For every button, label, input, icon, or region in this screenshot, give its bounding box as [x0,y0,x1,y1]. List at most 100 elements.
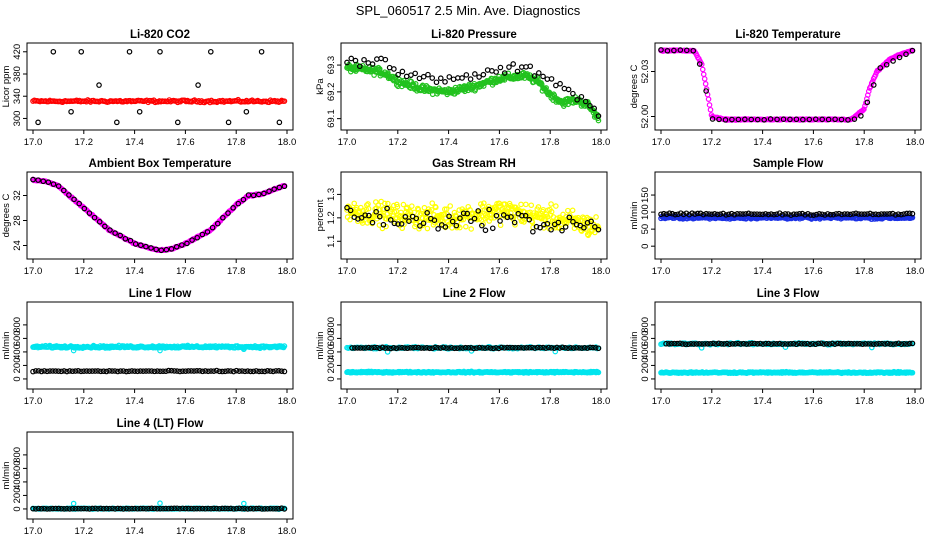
series-black-point [446,345,452,351]
series-black-point [418,345,425,351]
series-black-point [787,116,793,123]
series-black-point [530,228,536,235]
series-black-point [827,211,834,218]
series-black-point [700,211,707,218]
series-black-point [893,341,899,347]
panel-title: Line 3 Flow [757,288,820,300]
x-tick-label: 17.4 [125,396,144,407]
series-black-point [460,345,466,351]
y-tick-label: 420 [12,44,23,60]
series-magenta-point [865,88,872,95]
series-black-point [230,368,237,375]
series-black-point [859,341,866,347]
x-tick-label: 17.4 [125,266,144,277]
series-black-point [587,102,593,109]
y-tick-label: 300 [12,111,23,127]
series-black-point [807,212,814,218]
series-black-point [823,340,830,347]
series-black-point [253,505,260,512]
series-black-point [109,368,115,374]
series-black-point [55,505,62,512]
series-black-point [165,367,172,374]
series-black-point [61,506,67,512]
series-black-point [273,505,279,512]
data-points [344,343,602,376]
panel-1: Li-820 CO2 17.0 17.2 17.4 17.6 17.8 18.0 300 340… [1,29,296,148]
series-black-point [35,119,41,126]
series-black-point [173,244,180,250]
series-black-point [126,505,132,512]
series-black-point [347,207,354,214]
series-black-point [793,211,800,218]
series-black-point [250,192,257,199]
series-black-point [148,245,154,251]
series-black-point [837,340,844,347]
series-black-point [557,80,563,87]
series-black-point [898,211,904,218]
series-black-point [174,505,180,512]
series-black-point [395,71,401,78]
series-black-point [785,211,791,217]
x-tick-label: 17.8 [227,396,246,407]
series-black-point [591,105,597,112]
series-black-point [754,116,761,123]
series-black-point [748,211,755,217]
series-cyan-point [157,500,163,507]
series-black-point [855,211,862,217]
series-black-point [743,341,750,347]
series-black-point [554,344,560,351]
series-yellow-point [447,203,454,209]
series-yellow-point [385,200,391,207]
series-black-point [735,340,741,347]
series-black-point [143,368,149,374]
series-black-point [843,341,849,347]
series-black-point [250,506,257,512]
series-black-point [256,191,262,198]
x-tick-label: 17.8 [855,396,874,407]
series-black-point [86,506,93,512]
data-points [658,339,916,377]
series-cyan-point [241,346,247,353]
series-black-point [402,213,409,220]
series-black-point [233,367,240,374]
series-black-point [832,341,838,347]
series-black-point [707,340,714,347]
series-black-point [91,214,98,221]
series-black-point [391,220,398,227]
series-black-point [380,221,387,228]
y-tick-label: 1.2 [326,211,337,224]
series-black-point [877,65,884,71]
series-black-point [30,505,36,512]
x-tick-label: 17.2 [75,526,94,537]
series-black-point [710,340,716,347]
panel-title: Sample Flow [753,158,823,170]
series-black-point [123,505,130,512]
x-tick-label: 17.2 [75,266,94,277]
series-black-point [30,368,36,375]
y-axis-label: ml/min [629,332,640,360]
series-yellow-point [404,204,410,211]
series-black-point [424,210,430,216]
series-black-point [189,237,195,243]
series-black-point [281,506,288,512]
series-black-point [211,505,217,512]
series-black-point [895,340,902,347]
series-black-point [785,341,791,347]
series-black-point [243,108,250,115]
series-black-point [270,505,276,512]
y-tick-label: 400 [12,474,23,490]
panel-grid: Li-820 CO2 17.0 17.2 17.4 17.6 17.8 18.0 300 340… [1,29,924,537]
x-tick-label: 17.4 [439,266,458,277]
series-black-point [454,345,461,352]
series-black-point [537,224,543,231]
series-black-point [100,505,107,512]
series-black-point [463,72,470,78]
series-black-point [801,341,808,347]
series-black-point [821,341,827,347]
y-tick-label: 0 [640,244,651,249]
series-black-point [832,116,838,123]
series-black-point [850,211,856,217]
series-black-point [561,85,568,92]
series-black-point [276,505,282,512]
